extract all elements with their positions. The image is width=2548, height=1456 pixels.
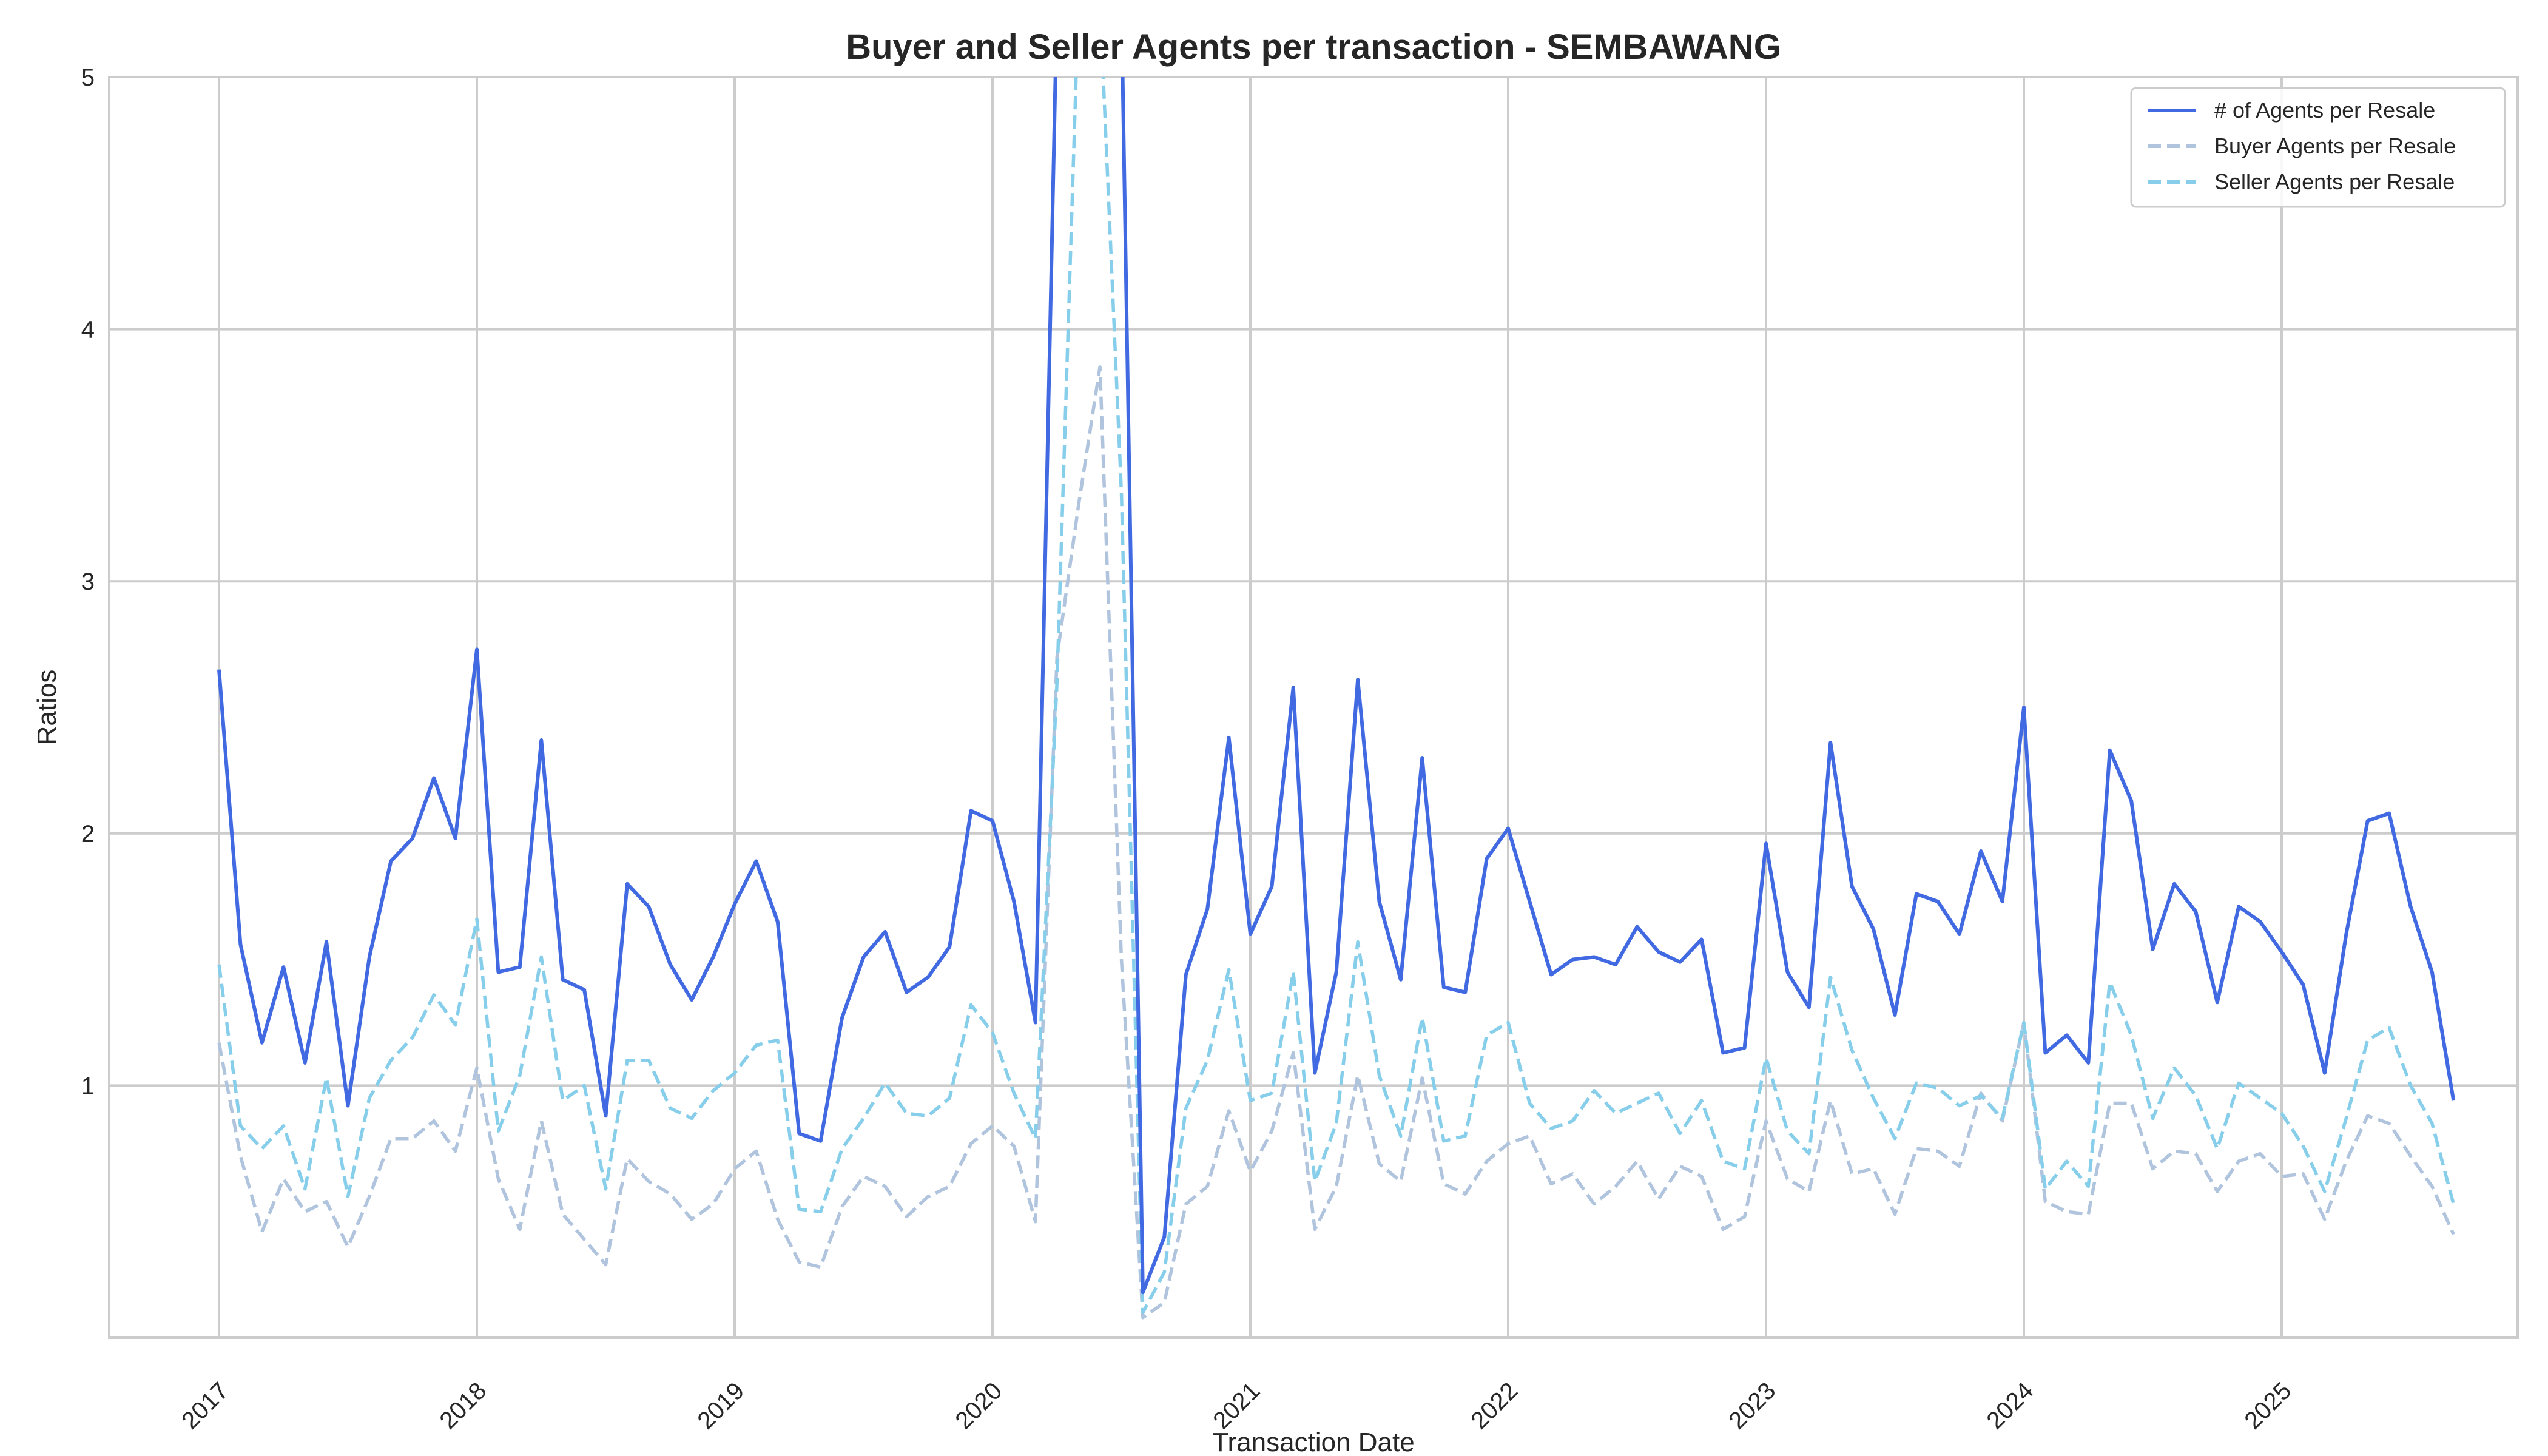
y-tick-label: 3 xyxy=(81,568,95,595)
legend-label: Seller Agents per Resale xyxy=(2214,169,2455,194)
y-axis-ticks: 1 2 3 4 5 xyxy=(81,64,95,1099)
chart-title: Buyer and Seller Agents per transaction … xyxy=(846,27,1781,67)
series-line-0 xyxy=(217,77,2456,1295)
legend-box xyxy=(2130,87,2506,208)
y-tick-label: 5 xyxy=(81,64,95,91)
legend-label: Buyer Agents per Resale xyxy=(2214,133,2456,158)
series-line-1 xyxy=(217,365,2455,1320)
y-tick-label: 4 xyxy=(81,317,95,343)
legend-label: # of Agents per Resale xyxy=(2214,98,2435,123)
y-tick-label: 2 xyxy=(81,821,95,848)
legend: # of Agents per Resale Buyer Agents per R… xyxy=(2130,87,2506,208)
plot-area xyxy=(108,76,2519,1339)
y-tick-label: 1 xyxy=(81,1073,95,1099)
x-axis-title: Transaction Date xyxy=(1212,1427,1414,1456)
y-axis-title: Ratios xyxy=(32,670,62,746)
series-line-2 xyxy=(217,77,2455,1315)
series-lines xyxy=(217,77,2456,1320)
legend-items: # of Agents per Resale Buyer Agents per R… xyxy=(2148,98,2456,194)
